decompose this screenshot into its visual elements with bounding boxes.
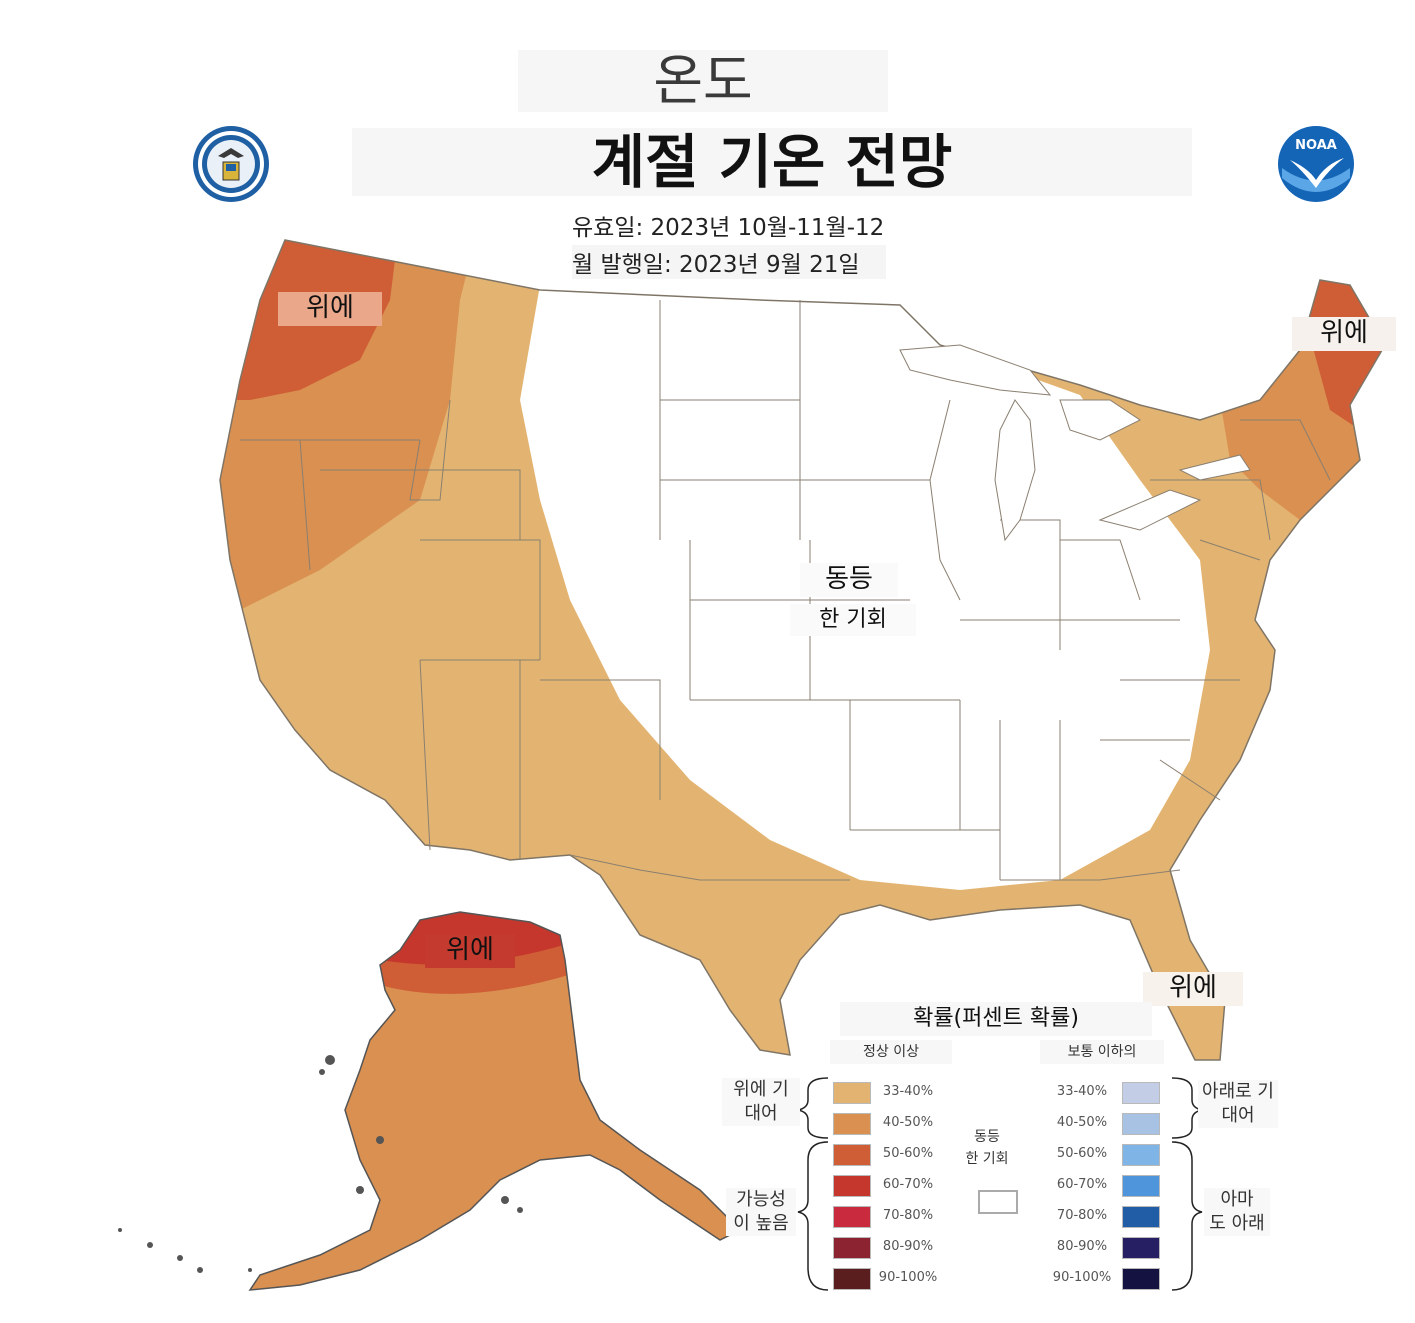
legend-above-pct-label: 90-100%	[878, 1270, 938, 1285]
likely-above-label-line1: 가능성	[736, 1189, 786, 1210]
legend-above-pct-label: 80-90%	[882, 1239, 934, 1254]
legend-below-color-swatch	[1122, 1268, 1160, 1290]
leaning-above-label-line2: 대어	[744, 1103, 778, 1124]
legend-above-color-swatch	[833, 1237, 871, 1259]
legend-below-pct-label: 80-90%	[1056, 1239, 1108, 1254]
northwest-above-label: 위에	[278, 292, 382, 326]
likely-below-label-line2: 도 아래	[1209, 1213, 1265, 1234]
valid-dates: 유효일: 2023년 10월-11월-12	[572, 208, 885, 242]
legend-below-pct-label: 33-40%	[1056, 1084, 1108, 1099]
legend-above-pct-label: 33-40%	[882, 1084, 934, 1099]
great-lakes	[899, 344, 1251, 542]
map-heading: 온도	[518, 50, 888, 112]
legend-below-pct-label: 90-100%	[1052, 1270, 1112, 1285]
legend-below-color-swatch	[1122, 1175, 1160, 1197]
legend-above-pct-label: 70-80%	[882, 1208, 934, 1223]
legend-below-color-swatch	[1122, 1237, 1160, 1259]
likely-above-label: 가능성 이 높음	[726, 1188, 796, 1236]
legend-equal-line2: 한 기회	[965, 1151, 1009, 1167]
noaa-logo-icon: NOAA	[1278, 126, 1354, 202]
legend-below-pct-label: 50-60%	[1056, 1146, 1108, 1161]
legend-below-color-swatch	[1122, 1206, 1160, 1228]
legend-above-color-swatch	[833, 1268, 871, 1290]
commerce-seal-icon	[193, 126, 269, 202]
legend-above-color-swatch	[833, 1175, 871, 1197]
legend-above-color-swatch	[833, 1082, 871, 1104]
legend-above-pct-label: 40-50%	[882, 1115, 934, 1130]
aleutian-islands	[118, 1055, 523, 1273]
likely-below-label-line1: 아마	[1220, 1189, 1254, 1210]
florida-above-label: 위에	[1143, 972, 1243, 1006]
likely-below-label: 아마 도 아래	[1204, 1188, 1270, 1236]
noaa-logo-text: NOAA	[1295, 138, 1337, 153]
equal-chances-label-line1: 동등	[800, 563, 898, 597]
legend-above-color-swatch	[833, 1206, 871, 1228]
legend-below-header: 보통 이하의	[1040, 1040, 1164, 1064]
page-title: 계절 기온 전망	[352, 128, 1192, 196]
legend-title: 확률(퍼센트 확률)	[840, 1002, 1152, 1036]
legend-below-color-swatch	[1122, 1144, 1160, 1166]
legend-equal-line1: 동등	[974, 1129, 1000, 1145]
northeast-above-label: 위에	[1292, 317, 1396, 351]
leaning-above-label: 위에 기 대어	[722, 1078, 800, 1126]
legend-below-color-swatch	[1122, 1082, 1160, 1104]
legend-above-color-swatch	[833, 1113, 871, 1135]
issue-date: 월 발행일: 2023년 9월 21일	[572, 245, 886, 279]
equal-chances-label-line2: 한 기회	[790, 604, 916, 636]
legend-below-color-swatch	[1122, 1113, 1160, 1135]
legend-below-pct-label: 60-70%	[1056, 1177, 1108, 1192]
leaning-below-label: 아래로 기 대어	[1198, 1080, 1278, 1128]
leaning-below-label-line2: 대어	[1221, 1105, 1255, 1126]
likely-above-label-line2: 이 높음	[733, 1213, 789, 1234]
leaning-below-label-line1: 아래로 기	[1202, 1081, 1274, 1102]
legend-above-pct-label: 50-60%	[882, 1146, 934, 1161]
legend-above-header: 정상 이상	[830, 1040, 952, 1064]
legend-equal-chances-swatch	[978, 1190, 1018, 1214]
legend-below-pct-label: 70-80%	[1056, 1208, 1108, 1223]
legend-equal-chances-label: 동등 한 기회	[956, 1126, 1018, 1170]
leaning-above-label-line1: 위에 기	[733, 1079, 789, 1100]
alaska-above-label: 위에	[425, 934, 515, 968]
legend-above-color-swatch	[833, 1144, 871, 1166]
legend-above-pct-label: 60-70%	[882, 1177, 934, 1192]
legend-below-pct-label: 40-50%	[1056, 1115, 1108, 1130]
